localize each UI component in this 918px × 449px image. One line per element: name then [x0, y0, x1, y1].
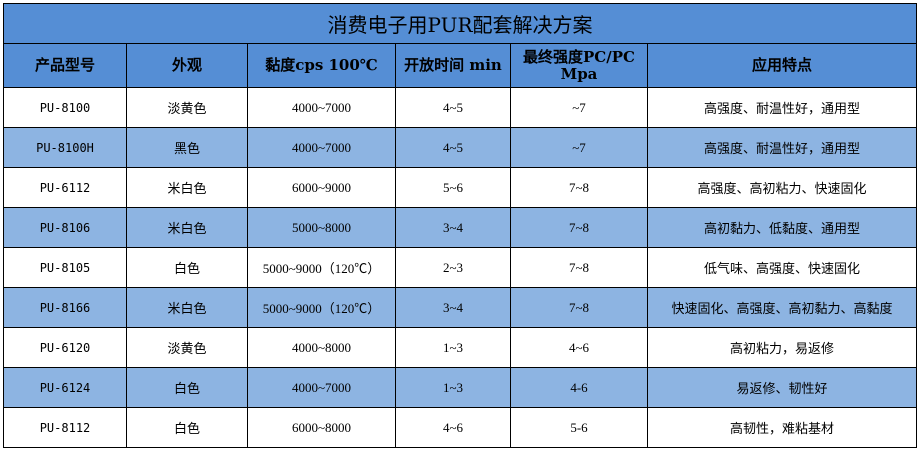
cell-strength: 4~6 [510, 327, 648, 368]
header-model: 产品型号 [3, 43, 127, 88]
cell-viscosity: 6000~9000 [247, 167, 396, 208]
cell-open-time: 1~3 [395, 327, 511, 368]
cell-appearance: 淡黄色 [126, 87, 248, 128]
table-row: PU-8105 白色 5000~9000（120℃） 2~3 7~8 低气味、高强度、快速… [3, 247, 918, 288]
cell-model: PU-8105 [3, 247, 127, 288]
cell-viscosity: 5000~9000（120℃） [247, 287, 396, 328]
cell-model: PU-8166 [3, 287, 127, 328]
cell-open-time: 4~5 [395, 87, 511, 128]
cell-open-time: 4~6 [395, 407, 511, 448]
table-row: PU-8106 米白色 5000~8000 3~4 7~8 高初黏力、低黏度、通用型 [3, 207, 918, 248]
cell-appearance: 淡黄色 [126, 327, 248, 368]
cell-features: 高初粘力，易返修 [646, 327, 918, 368]
cell-appearance: 白色 [126, 367, 248, 408]
header-open-time: 开放时间 min [395, 43, 511, 88]
cell-viscosity: 4000~8000 [247, 327, 396, 368]
cell-features: 快速固化、高强度、高初黏力、高黏度 [646, 287, 918, 328]
cell-strength: 7~8 [510, 207, 648, 248]
cell-appearance: 米白色 [126, 287, 248, 328]
cell-features: 高强度、耐温性好，通用型 [646, 127, 918, 168]
cell-features: 易返修、韧性好 [646, 367, 918, 408]
cell-strength: ~7 [510, 127, 648, 168]
cell-viscosity: 4000~7000 [247, 367, 396, 408]
cell-features: 低气味、高强度、快速固化 [646, 247, 918, 288]
cell-appearance: 黑色 [126, 127, 248, 168]
table-row: PU-8112 白色 6000~8000 4~6 5-6 高韧性，难粘基材 [3, 407, 918, 448]
cell-model: PU-6120 [3, 327, 127, 368]
cell-model: PU-8106 [3, 207, 127, 248]
cell-strength: 7~8 [510, 167, 648, 208]
cell-model: PU-8112 [3, 407, 127, 448]
cell-viscosity: 5000~9000（120℃） [247, 247, 396, 288]
cell-strength: 4-6 [510, 367, 648, 408]
cell-appearance: 白色 [126, 407, 248, 448]
cell-open-time: 2~3 [395, 247, 511, 288]
cell-strength: 7~8 [510, 287, 648, 328]
cell-features: 高初黏力、低黏度、通用型 [646, 207, 918, 248]
cell-strength: 5-6 [510, 407, 648, 448]
cell-features: 高韧性，难粘基材 [646, 407, 918, 448]
cell-open-time: 4~5 [395, 127, 511, 168]
header-features: 应用特点 [646, 43, 918, 88]
cell-open-time: 1~3 [395, 367, 511, 408]
header-row: 产品型号 外观 黏度cps 100℃ 开放时间 min 最终强度PC/PC Mp… [3, 43, 918, 88]
table-row: PU-6112 米白色 6000~9000 5~6 7~8 高强度、高初粘力、快速固化 [3, 167, 918, 208]
cell-viscosity: 5000~8000 [247, 207, 396, 248]
table-row: PU-8100 淡黄色 4000~7000 4~5 ~7 高强度、耐温性好，通用型 [3, 87, 918, 128]
header-appearance: 外观 [126, 43, 248, 88]
cell-appearance: 米白色 [126, 207, 248, 248]
cell-features: 高强度、高初粘力、快速固化 [646, 167, 918, 208]
cell-strength: 7~8 [510, 247, 648, 288]
table-row: PU-6124 白色 4000~7000 1~3 4-6 易返修、韧性好 [3, 367, 918, 408]
cell-viscosity: 4000~7000 [247, 127, 396, 168]
cell-appearance: 白色 [126, 247, 248, 288]
cell-model: PU-8100 [3, 87, 127, 128]
cell-model: PU-6112 [3, 167, 127, 208]
cell-appearance: 米白色 [126, 167, 248, 208]
cell-viscosity: 6000~8000 [247, 407, 396, 448]
cell-open-time: 3~4 [395, 207, 511, 248]
cell-features: 高强度、耐温性好，通用型 [646, 87, 918, 128]
product-table: 消费电子用PUR配套解决方案 产品型号 外观 黏度cps 100℃ 开放时间 m… [2, 3, 918, 448]
table-row: PU-8100H 黑色 4000~7000 4~5 ~7 高强度、耐温性好，通用型 [3, 127, 918, 168]
table-title: 消费电子用PUR配套解决方案 [2, 3, 918, 44]
cell-model: PU-8100H [3, 127, 127, 168]
cell-open-time: 3~4 [395, 287, 511, 328]
cell-viscosity: 4000~7000 [247, 87, 396, 128]
header-strength: 最终强度PC/PC Mpa [510, 43, 648, 88]
header-viscosity: 黏度cps 100℃ [247, 43, 396, 88]
cell-open-time: 5~6 [395, 167, 511, 208]
table-row: PU-8166 米白色 5000~9000（120℃） 3~4 7~8 快速固化、高强度、… [3, 287, 918, 328]
cell-strength: ~7 [510, 87, 648, 128]
cell-model: PU-6124 [3, 367, 127, 408]
table-row: PU-6120 淡黄色 4000~8000 1~3 4~6 高初粘力，易返修 [3, 327, 918, 368]
